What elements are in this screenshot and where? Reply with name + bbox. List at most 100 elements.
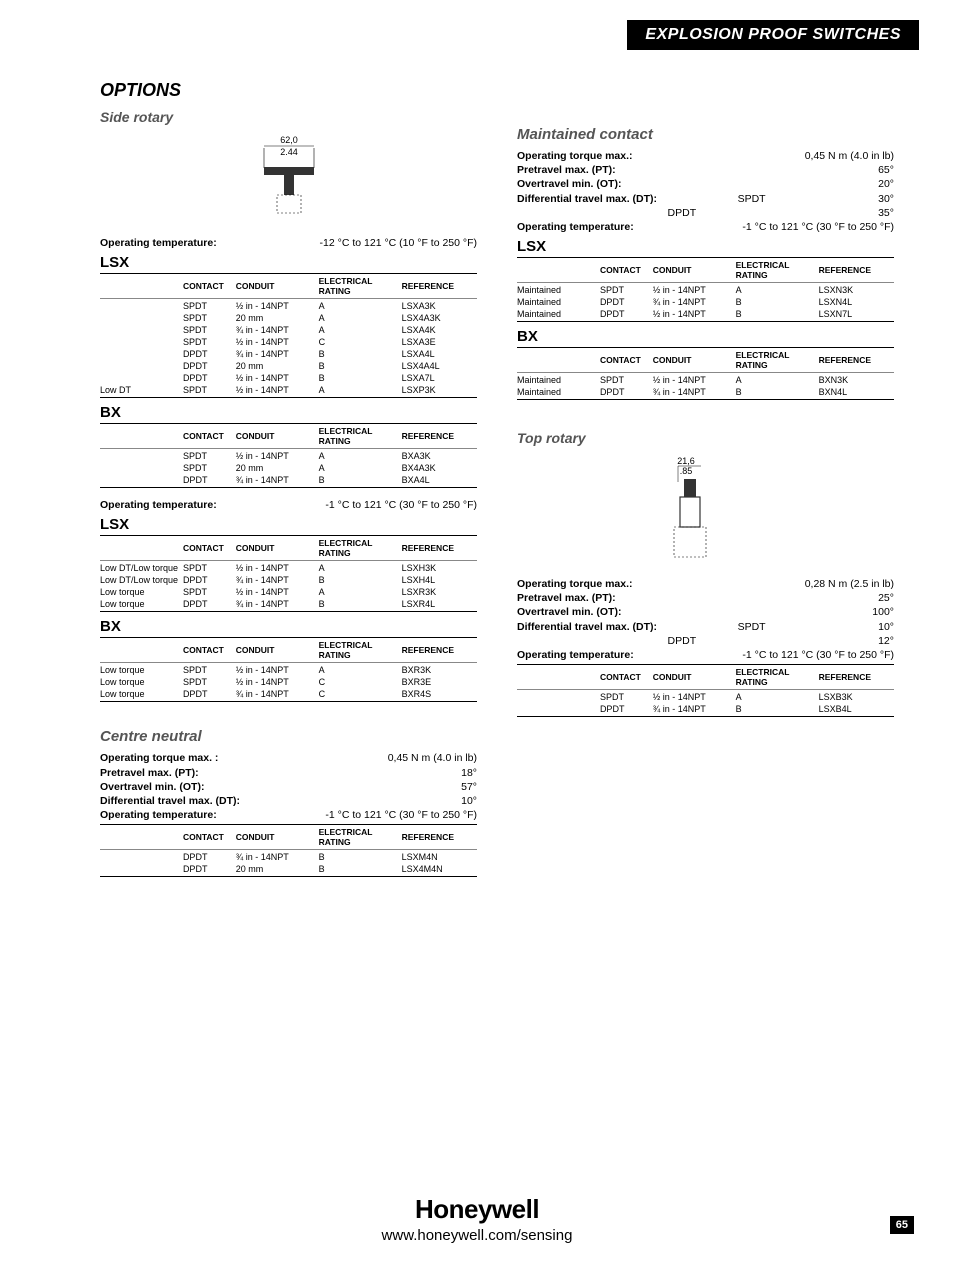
table-cell: Maintained [517,283,600,297]
table-cell [100,312,183,324]
table-cell: BXR3K [402,663,477,677]
spec-val: 0,28 N m (2.5 in lb) [805,577,894,591]
bx-title-1: BX [100,404,477,421]
table-cell: DPDT [183,574,236,586]
spec-mid: DPDT [668,206,728,220]
dim-top: 62,0 [280,135,298,145]
table-cell: Maintained [517,373,600,387]
footer-url: www.honeywell.com/sensing [0,1227,954,1244]
table-cell: A [319,449,402,463]
spec-val: 18° [461,766,477,780]
table-cell: LSXH4L [402,574,477,586]
spec-label: Operating temperature: [517,648,634,662]
table-cell: BXN4L [819,386,894,400]
table-cell: SPDT [183,384,236,398]
table-cell: B [736,386,819,400]
table-cell: ½ in - 14NPT [236,561,319,575]
table-cell: SPDT [183,663,236,677]
table-cell: Maintained [517,308,600,322]
table-cell [100,336,183,348]
table-cell: SPDT [183,676,236,688]
table-cell: C [319,676,402,688]
table-cell: DPDT [600,296,653,308]
table-cell [100,324,183,336]
centre-neutral-title: Centre neutral [100,728,477,745]
table-cell: BXN3K [819,373,894,387]
table-cell: SPDT [183,312,236,324]
bx-table-1: CONTACTCONDUITELECTRICAL RATINGREFERENCE… [100,423,477,488]
table-cell: A [736,373,819,387]
table-cell: DPDT [183,850,236,864]
table-cell: ½ in - 14NPT [236,299,319,313]
table-cell: C [319,688,402,702]
table-cell: A [736,283,819,297]
table-cell: LSXA4K [402,324,477,336]
table-cell: A [319,324,402,336]
table-cell: SPDT [183,586,236,598]
table-cell: 20 mm [236,863,319,877]
table-cell: ½ in - 14NPT [653,690,736,704]
table-cell: SPDT [183,561,236,575]
spec-label: Differential travel max. (DT): [100,794,240,808]
spec-val: -1 °C to 121 °C (30 °F to 250 °F) [325,808,477,822]
table-cell: LSXR3K [402,586,477,598]
table-cell: A [319,312,402,324]
table-cell: LSXN3K [819,283,894,297]
options-title: OPTIONS [100,80,477,101]
spec-val: -1 °C to 121 °C (30 °F to 250 °F) [742,220,894,234]
op-temp-val1: -12 °C to 121 °C (10 °F to 250 °F) [320,236,477,250]
table-cell: A [319,384,402,398]
spec-mid: SPDT [738,192,798,206]
table-cell: LSXA3K [402,299,477,313]
table-cell: B [736,296,819,308]
table-cell [100,462,183,474]
dim-bot: 2.44 [280,147,298,157]
table-cell: Maintained [517,386,600,400]
table-cell [517,690,600,704]
table-cell: LSX4A3K [402,312,477,324]
table-cell: ½ in - 14NPT [236,676,319,688]
table-cell: A [319,299,402,313]
table-cell: Low torque [100,598,183,612]
table-cell: ¾ in - 14NPT [653,386,736,400]
table-cell: C [319,336,402,348]
spec-val: 35° [878,206,894,220]
table-cell: B [736,308,819,322]
centre-neutral-specs: Operating torque max. :0,45 N m (4.0 in … [100,751,477,822]
table-cell: LSXB3K [819,690,894,704]
spec-val: 57° [461,780,477,794]
footer: Honeywell www.honeywell.com/sensing [0,1194,954,1244]
spec-mid [658,220,718,234]
table-cell: 20 mm [236,360,319,372]
table-cell: ¾ in - 14NPT [653,296,736,308]
spec-val: 12° [878,634,894,648]
table-cell: B [319,598,402,612]
side-rotary-diagram: 62,0 2.44 [100,133,477,226]
lsx-title-1: LSX [100,254,477,271]
right-column: Maintained contact Operating torque max.… [517,80,894,883]
table-cell: 20 mm [236,312,319,324]
table-cell: A [319,462,402,474]
table-cell: SPDT [183,324,236,336]
table-cell: SPDT [183,449,236,463]
table-cell: ½ in - 14NPT [236,449,319,463]
spec-label: Operating torque max.: [517,149,633,163]
op-temp-label: Operating temperature: [100,236,217,250]
spec-label: Operating torque max.: [517,577,633,591]
spec-val: 100° [872,605,894,619]
spec-mid [689,149,749,163]
table-cell: Low DT/Low torque [100,574,183,586]
table-cell: ¾ in - 14NPT [236,324,319,336]
maintained-lsx-table: CONTACTCONDUITELECTRICAL RATINGREFERENCE… [517,257,894,322]
table-cell: B [319,850,402,864]
spec-label: Pretravel max. (PT): [517,163,616,177]
table-cell: DPDT [183,598,236,612]
spec-label: Pretravel max. (PT): [517,591,616,605]
table-cell: ½ in - 14NPT [236,663,319,677]
table-cell: DPDT [183,372,236,384]
table-cell: Low torque [100,663,183,677]
spec-label: Overtravel min. (OT): [517,605,621,619]
maintained-bx-table: CONTACTCONDUITELECTRICAL RATINGREFERENCE… [517,347,894,400]
spec-mid: SPDT [738,620,798,634]
maintained-lsx-title: LSX [517,238,894,255]
